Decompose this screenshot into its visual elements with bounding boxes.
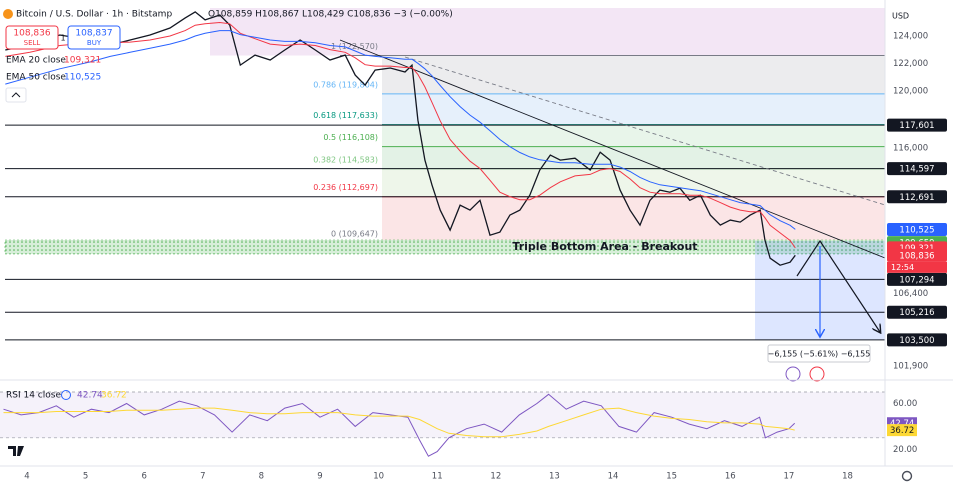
fib-label: 0.5 (116,108) bbox=[323, 133, 378, 142]
x-tick-label: 11 bbox=[432, 472, 443, 482]
fib-label: 0 (109,647) bbox=[331, 229, 378, 238]
fib-label: 0.382 (114,583) bbox=[313, 155, 378, 164]
fib-label: 0.236 (112,697) bbox=[313, 183, 378, 192]
measure-label: −6,155 (−5.61%) −6,155 bbox=[768, 350, 871, 359]
ema-line bbox=[5, 21, 796, 249]
fib-label: 0.786 (119,804) bbox=[313, 80, 378, 89]
annotation: Triple Bottom Area - Breakout bbox=[512, 240, 697, 253]
plot-layer bbox=[3, 11, 886, 457]
x-tick-label: 4 bbox=[24, 472, 29, 482]
y-tick-label: 120,000 bbox=[893, 87, 928, 97]
currency: USD bbox=[892, 12, 909, 21]
ema-legend-value: 109,321 bbox=[64, 56, 101, 66]
collapse-icon bbox=[11, 92, 21, 98]
fib-band bbox=[382, 124, 885, 147]
buy-button[interactable] bbox=[67, 25, 121, 50]
price-badge bbox=[887, 333, 947, 347]
rsi-badge-label: 36.72 bbox=[890, 426, 914, 436]
collapse-button[interactable] bbox=[5, 87, 27, 103]
fib-band bbox=[382, 55, 885, 94]
x-tick-label: 15 bbox=[666, 472, 677, 482]
tv-logo bbox=[8, 446, 24, 456]
fib-label: 1 (122,570) bbox=[331, 42, 378, 51]
ohlc: O108,859 H108,867 L108,429 C108,836 −3 (… bbox=[208, 10, 453, 20]
sell-price: 108,836 bbox=[13, 29, 50, 39]
price-badge bbox=[887, 190, 947, 204]
ema-legend-value: 110,525 bbox=[64, 73, 101, 83]
countdown-bg bbox=[887, 261, 947, 273]
y-tick-label: 124,000 bbox=[893, 31, 928, 41]
price-badge bbox=[887, 222, 947, 236]
x-tick-label: 12 bbox=[490, 472, 501, 482]
sell-label: SELL bbox=[24, 39, 41, 47]
price-badge-label: 110,525 bbox=[899, 225, 934, 235]
buy-price: 108,837 bbox=[75, 29, 112, 39]
buy-label: BUY bbox=[87, 39, 102, 47]
ema-line bbox=[5, 30, 796, 230]
price-badge-label: 103,500 bbox=[899, 336, 934, 346]
ema-legend-name: EMA 20 close bbox=[6, 56, 66, 66]
quantity: 1 bbox=[60, 34, 65, 43]
x-tick-label: 18 bbox=[842, 472, 853, 482]
y-tick-label: 122,000 bbox=[893, 59, 928, 69]
x-tick-label: 7 bbox=[200, 472, 205, 482]
price-badge bbox=[887, 305, 947, 319]
rsi-tick-label: 60.00 bbox=[893, 399, 917, 409]
measure-label-box bbox=[767, 344, 871, 363]
x-tick-label: 9 bbox=[317, 472, 322, 482]
rsi-legend-value: 36.72 bbox=[101, 391, 127, 401]
price-badge-label: 117,601 bbox=[899, 121, 934, 131]
settings-gear[interactable] bbox=[901, 470, 913, 482]
price-badge-label: 114,597 bbox=[899, 165, 934, 175]
x-tick-label: 5 bbox=[83, 472, 88, 482]
rsi-title: RSI 14 close bbox=[6, 391, 61, 401]
x-tick-label: 14 bbox=[608, 472, 619, 482]
price-badge-label: 105,216 bbox=[899, 308, 934, 318]
x-tick-label: 16 bbox=[725, 472, 736, 482]
rsi-tick-label: 20.00 bbox=[893, 445, 917, 455]
y-tick-label: 116,000 bbox=[893, 144, 928, 154]
x-tick-label: 13 bbox=[549, 472, 560, 482]
sell-button[interactable] bbox=[5, 25, 59, 50]
price-badge bbox=[887, 162, 947, 176]
x-tick-label: 8 bbox=[259, 472, 264, 482]
rsi-ma-line bbox=[3, 407, 795, 438]
rsi-legend-value: 42.74 bbox=[77, 391, 103, 401]
y-tick-label: 106,400 bbox=[893, 289, 928, 299]
price-badge bbox=[887, 272, 947, 286]
icon[interactable] bbox=[809, 366, 825, 382]
projection-arrow bbox=[796, 239, 880, 332]
rsi-settings[interactable] bbox=[61, 390, 71, 400]
x-tick-label: 10 bbox=[373, 472, 384, 482]
countdown: 12:54 bbox=[891, 263, 914, 272]
icon[interactable] bbox=[785, 366, 801, 382]
symbol-title: Bitcoin / U.S. Dollar · 1h · Bitstamp bbox=[16, 10, 172, 20]
price-badge-label: 107,294 bbox=[899, 275, 934, 285]
x-tick-label: 17 bbox=[783, 472, 794, 482]
price-badge-label: 112,691 bbox=[899, 193, 934, 203]
fib-band bbox=[382, 196, 885, 243]
price-badge bbox=[887, 248, 947, 262]
rsi-badge bbox=[887, 424, 917, 437]
coin-icon bbox=[3, 9, 13, 19]
price-badge-label: 108,836 bbox=[899, 251, 934, 261]
background-layer: 1 (122,570) 0.786 (119,804) 0.618 (117,633… bbox=[0, 8, 886, 439]
price-badge bbox=[887, 118, 947, 132]
breakout-zone bbox=[4, 239, 886, 255]
trend-line bbox=[339, 39, 886, 259]
rsi-line bbox=[3, 393, 796, 457]
ema-legend-name: EMA 50 close bbox=[6, 73, 66, 83]
fib-band bbox=[382, 93, 885, 125]
y-tick-label: 101,900 bbox=[893, 362, 928, 372]
rsi-band bbox=[0, 392, 885, 438]
fib-label: 0.618 (117,633) bbox=[313, 111, 378, 120]
x-tick-label: 6 bbox=[141, 472, 146, 482]
